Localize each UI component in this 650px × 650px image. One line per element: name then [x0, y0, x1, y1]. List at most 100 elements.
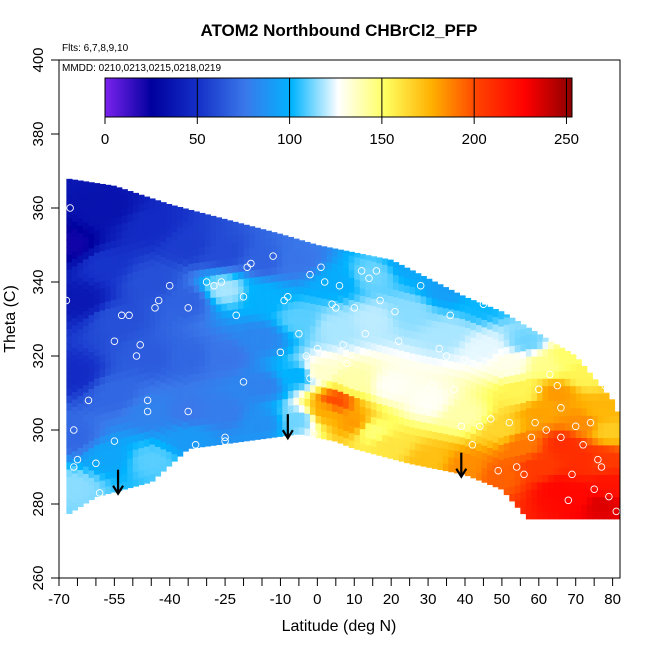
- heatmap-cell: [365, 437, 372, 446]
- heatmap-cell: [94, 474, 101, 483]
- heatmap-cell: [116, 194, 123, 203]
- heatmap-cell: [332, 285, 339, 294]
- data-point: [313, 344, 322, 353]
- heatmap-cell: [182, 317, 189, 326]
- heatmap-cell: [426, 452, 433, 461]
- heatmap-cell: [215, 340, 222, 349]
- heatmap-cell: [138, 225, 145, 234]
- heatmap-cell: [481, 467, 488, 476]
- heatmap-cell: [586, 444, 593, 453]
- heatmap-cell: [105, 241, 112, 250]
- heatmap-cell: [298, 315, 306, 324]
- heatmap-cell: [193, 217, 200, 226]
- heatmap-cell: [321, 431, 328, 440]
- heatmap-cell: [121, 189, 128, 194]
- heatmap-cell: [431, 305, 438, 314]
- heatmap-cell: [143, 268, 151, 277]
- heatmap-cell: [199, 298, 206, 307]
- heatmap-cell: [442, 292, 449, 301]
- heatmap-cell: [132, 434, 139, 443]
- heatmap-cell: [597, 481, 604, 490]
- heatmap-cell: [66, 505, 73, 514]
- heatmap-cell: [94, 407, 101, 416]
- heatmap-cell: [276, 273, 283, 282]
- heatmap-cell: [420, 429, 427, 438]
- heatmap-cell: [110, 269, 117, 278]
- heatmap-cell: [548, 511, 555, 520]
- heatmap-cell: [459, 451, 466, 460]
- heatmap-cell: [553, 344, 560, 350]
- heatmap-cell: [376, 395, 383, 404]
- heatmap-cell: [265, 304, 272, 313]
- heatmap-cell: [210, 378, 217, 387]
- heatmap-cell: [287, 242, 294, 251]
- heatmap-cell: [110, 185, 117, 190]
- heatmap-cell: [470, 329, 477, 338]
- heatmap-cell: [376, 307, 383, 316]
- heatmap-cell: [531, 400, 538, 409]
- heatmap-cell: [337, 249, 344, 252]
- data-point: [435, 344, 443, 353]
- heatmap-cell: [127, 332, 134, 341]
- heatmap-cell: [304, 405, 311, 414]
- heatmap-cell: [88, 277, 95, 286]
- heatmap-cell: [66, 424, 73, 433]
- heatmap-cell: [304, 265, 311, 274]
- heatmap-cell: [592, 393, 599, 401]
- heatmap-cell: [182, 443, 189, 452]
- heatmap-cell: [481, 474, 488, 483]
- heatmap-cell: [548, 481, 555, 490]
- heatmap-cell: [420, 318, 427, 327]
- heatmap-cell: [354, 382, 361, 391]
- heatmap-cell: [470, 411, 477, 420]
- heatmap-cell: [193, 380, 200, 389]
- heatmap-cell: [177, 315, 184, 324]
- heatmap-cell: [71, 339, 79, 348]
- heatmap-cell: [559, 415, 566, 424]
- heatmap-cell: [188, 314, 195, 323]
- heatmap-cell: [238, 308, 245, 317]
- heatmap-cell: [309, 340, 317, 349]
- heatmap-cell: [520, 387, 527, 396]
- heatmap-cell: [393, 341, 400, 350]
- heatmap-cell: [404, 307, 411, 316]
- profile-arrow-head: [455, 468, 468, 479]
- heatmap-cell: [387, 406, 394, 415]
- heatmap-cell: [348, 284, 355, 293]
- heatmap-cell: [171, 401, 178, 410]
- heatmap-cell: [326, 269, 333, 278]
- heatmap-cell: [559, 489, 566, 498]
- colorbar-tick-label: 100: [277, 131, 302, 148]
- heatmap-cell: [254, 372, 261, 381]
- heatmap-cell: [614, 467, 620, 475]
- data-point: [191, 441, 200, 449]
- heatmap-cell: [409, 308, 416, 317]
- heatmap-cell: [359, 302, 366, 311]
- heatmap-cell: [304, 250, 311, 259]
- heatmap-cell: [509, 330, 516, 339]
- heatmap-cell: [503, 442, 510, 451]
- heatmap-cell: [143, 238, 151, 247]
- heatmap-cell: [420, 347, 427, 356]
- heatmap-cell: [215, 237, 222, 246]
- heatmap-cell: [121, 192, 128, 201]
- heatmap-cell: [249, 358, 256, 367]
- heatmap-cell: [448, 360, 455, 369]
- heatmap-cell: [381, 412, 389, 421]
- heatmap-cell: [188, 263, 195, 272]
- heatmap-cell: [265, 348, 272, 357]
- data-point: [295, 330, 303, 338]
- heatmap-cell: [603, 511, 610, 520]
- heatmap-cell: [503, 472, 510, 481]
- heatmap-cell: [332, 381, 339, 390]
- heatmap-cell: [326, 277, 333, 285]
- heatmap-cell: [204, 357, 211, 366]
- heatmap-cell: [82, 406, 90, 415]
- heatmap-cell: [359, 384, 366, 393]
- heatmap-cell: [597, 415, 604, 424]
- heatmap-cell: [387, 391, 394, 400]
- heatmap-cell: [221, 325, 228, 334]
- heatmap-cell: [271, 303, 278, 312]
- heatmap-cell: [77, 336, 84, 345]
- heatmap-cell: [581, 370, 588, 379]
